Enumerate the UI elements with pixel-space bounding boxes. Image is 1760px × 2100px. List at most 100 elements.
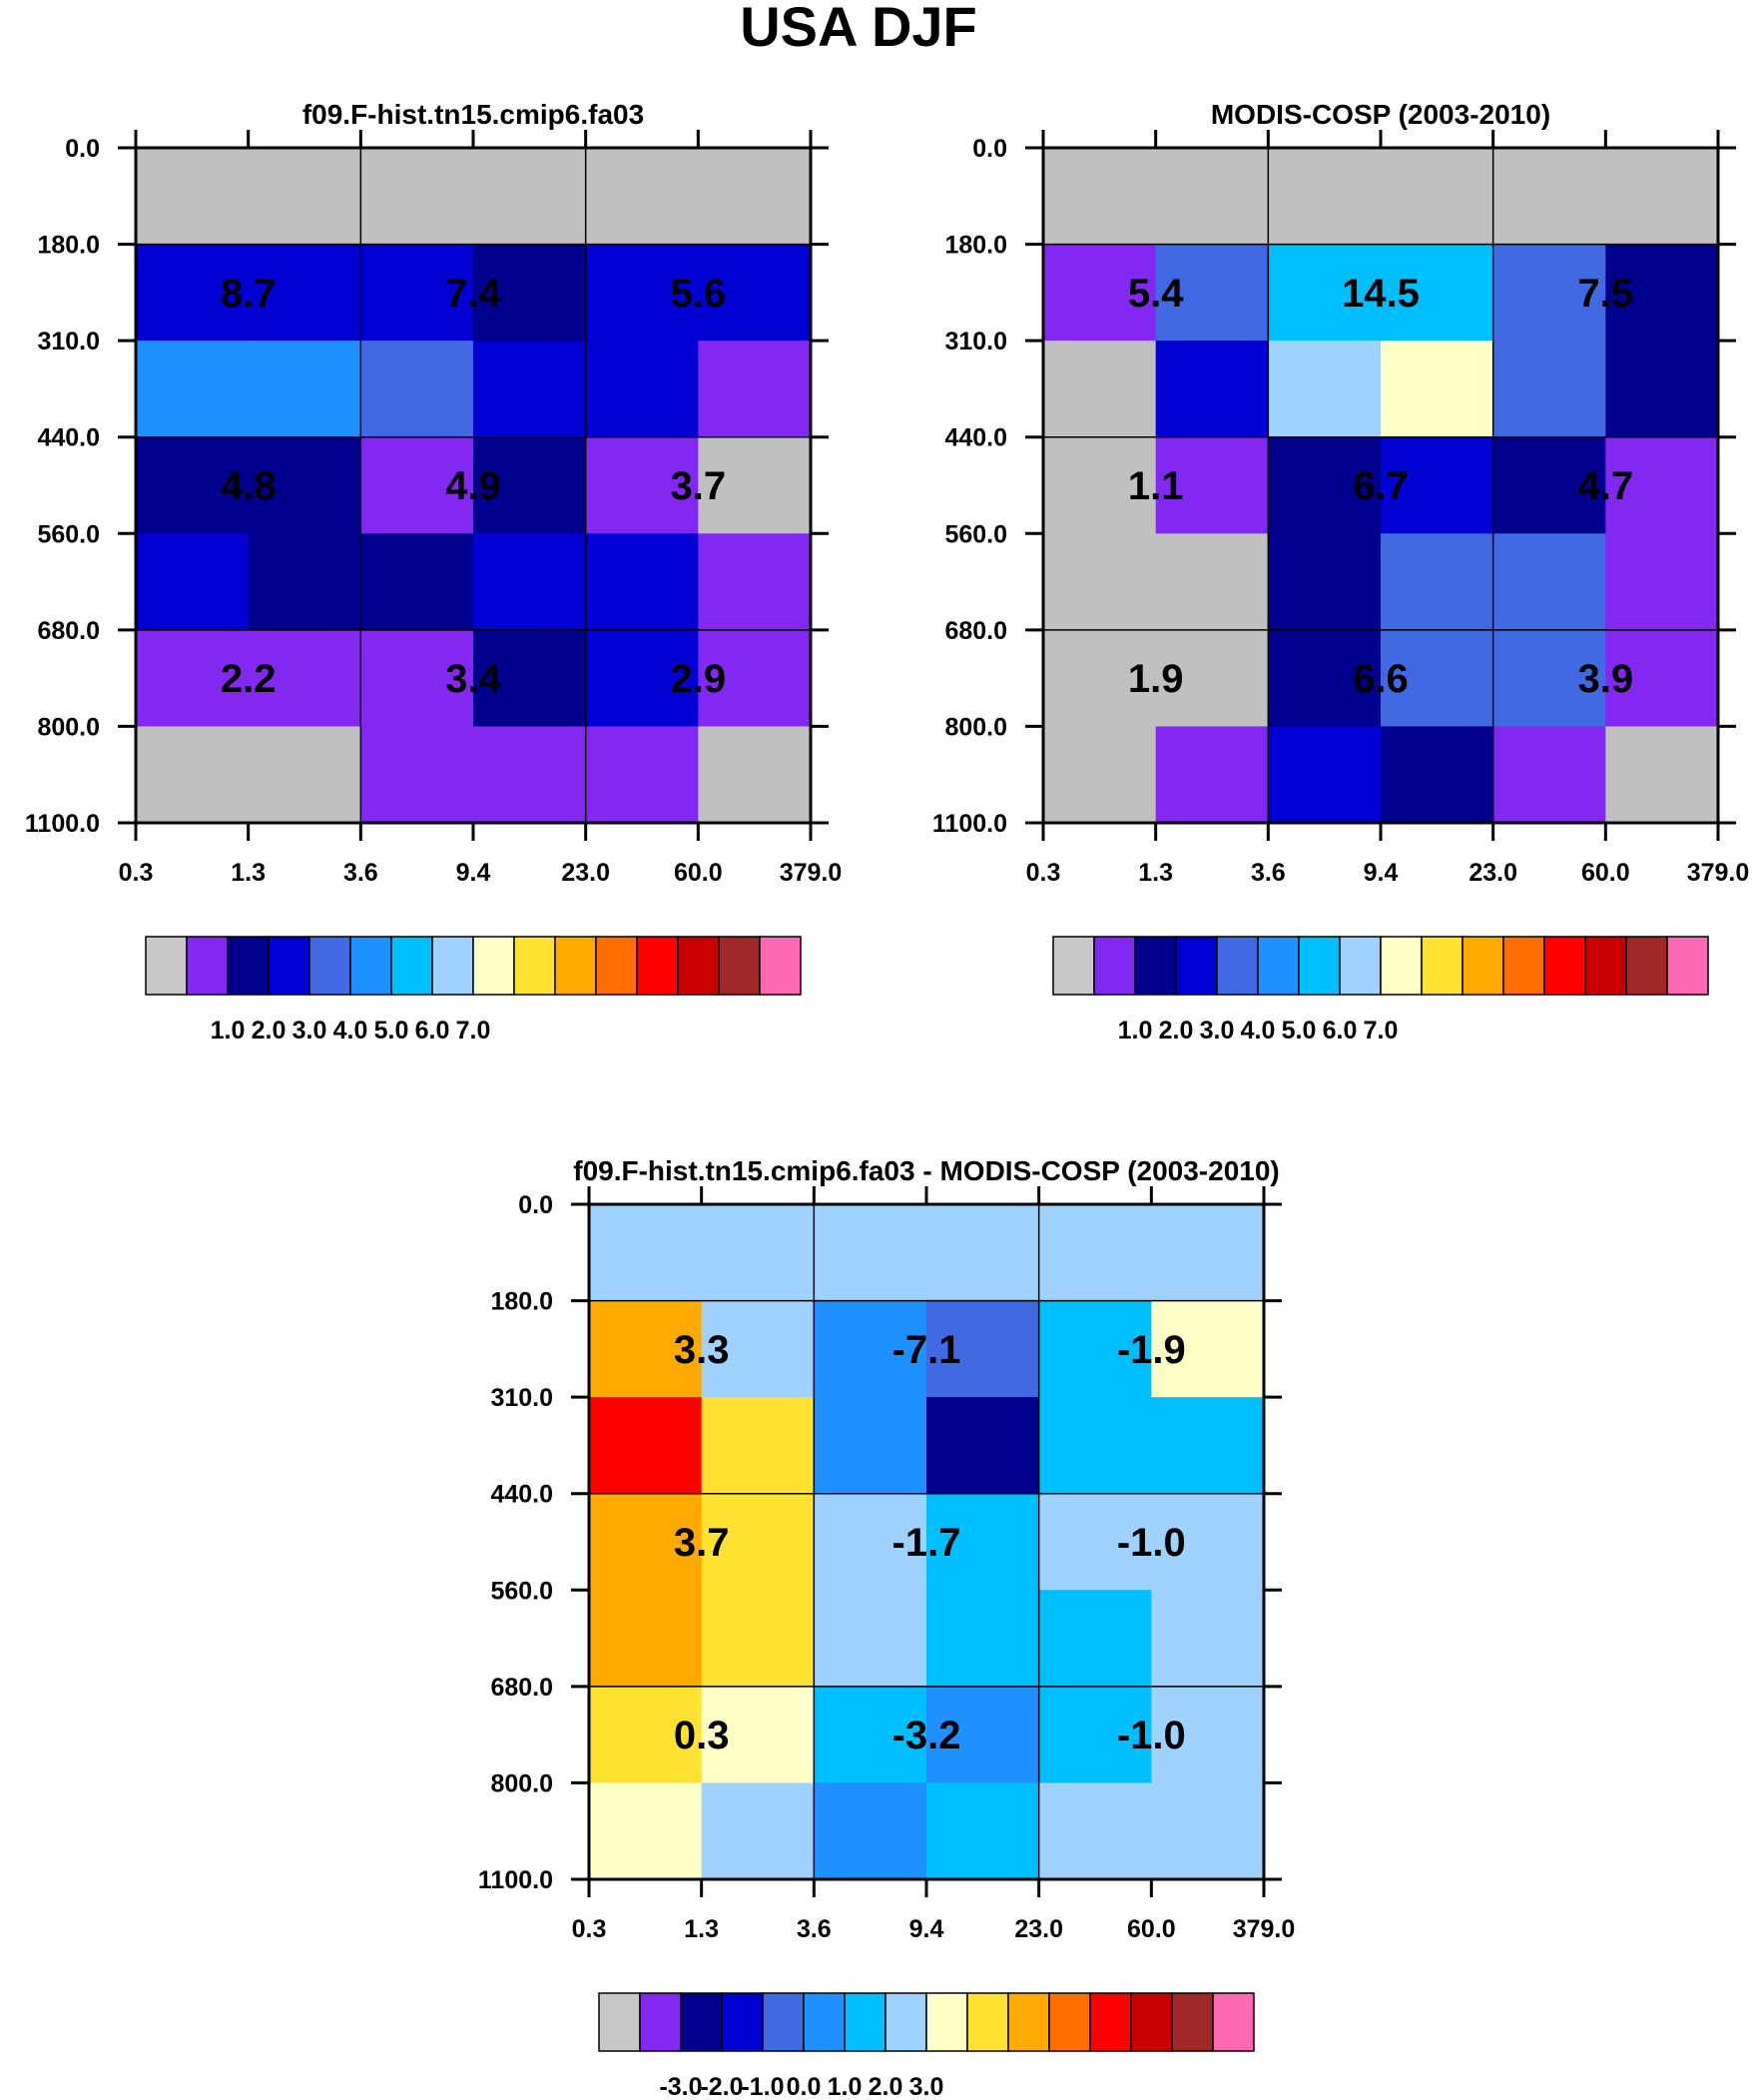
chart-2-xtick-label: 9.4 [909, 1915, 944, 1943]
chart-1-colorbar-swatch [1666, 936, 1709, 996]
chart-2-cell [701, 1300, 815, 1398]
chart-0-cell [585, 726, 699, 824]
chart-0-cell [360, 148, 474, 246]
chart-2-value-label: -1.7 [892, 1521, 961, 1565]
chart-1-colorbar-swatch [1093, 936, 1136, 996]
chart-2-cell [814, 1397, 927, 1495]
chart-1-cell [1043, 341, 1157, 438]
chart-0-ytick-label: 680.0 [37, 617, 100, 645]
chart-0-colorbar-swatch [677, 936, 720, 996]
chart-1-xtick-label: 3.6 [1251, 859, 1286, 887]
chart-0-cell [136, 533, 250, 631]
chart-0-colorbar-swatch [308, 936, 351, 996]
chart-0-xtick-label: 9.4 [456, 859, 491, 887]
chart-2-value-label: -1.9 [1117, 1328, 1186, 1372]
chart-1-cell [1155, 726, 1269, 824]
chart-0-value-label: 3.4 [445, 657, 501, 701]
chart-0-cell [136, 726, 250, 824]
chart-1-cell [1155, 341, 1269, 438]
chart-2-cell [926, 1782, 1040, 1880]
chart-0-cell [248, 341, 361, 438]
chart-0-cell [585, 533, 699, 631]
chart-2-value-label: 0.3 [674, 1714, 730, 1757]
chart-2-cell [589, 1493, 703, 1591]
chart-2-xtick-label: 3.6 [797, 1915, 832, 1943]
chart-2-cell [1038, 1397, 1152, 1495]
chart-2-xtick-label: 60.0 [1127, 1915, 1176, 1943]
chart-2-colorbar-label: 1.0 [828, 2073, 863, 2100]
chart-1-cell [1268, 148, 1382, 246]
chart-2-cell [701, 1397, 815, 1495]
chart-1-cell [1605, 148, 1719, 246]
chart-1-cell [1492, 436, 1606, 534]
chart-0-xtick-label: 1.3 [231, 859, 266, 887]
chart-1-cell [1492, 629, 1606, 728]
chart-1-ytick-label: 0.0 [972, 135, 1007, 163]
chart-0-colorbar-label: 4.0 [333, 1017, 368, 1045]
chart-0-value-label: 3.7 [671, 464, 727, 508]
chart-2-cell [1038, 1493, 1152, 1591]
chart-2-colorbar-swatch [639, 1992, 682, 2052]
chart-2-xtick-label: 1.3 [684, 1915, 719, 1943]
chart-1-cell [1268, 244, 1382, 342]
chart-1-cell [1605, 533, 1719, 631]
chart-1-cell [1268, 726, 1382, 824]
chart-2-cell [926, 1493, 1040, 1591]
chart-2-value-label: 3.3 [674, 1328, 730, 1372]
chart-1-cell [1155, 244, 1269, 342]
chart-1-colorbar-swatch [1052, 936, 1095, 996]
chart-1-cell [1605, 629, 1719, 728]
chart-0-colorbar-label: 3.0 [293, 1017, 327, 1045]
chart-2-cell [589, 1686, 703, 1784]
chart-0-xtick-label: 3.6 [343, 859, 378, 887]
chart-2-ytick-label: 800.0 [490, 1769, 553, 1797]
chart-1-ytick-label: 1100.0 [932, 810, 1007, 838]
chart-0-cell [473, 533, 587, 631]
chart-0-colorbar-label: 2.0 [252, 1017, 287, 1045]
chart-1-cell [1605, 341, 1719, 438]
chart-1-cell [1381, 436, 1494, 534]
chart-2-title: f09.F-hist.tn15.cmip6.fa03 - MODIS-COSP … [573, 1155, 1280, 1186]
chart-2-cell [1038, 1686, 1152, 1784]
chart-1-colorbar-label: 3.0 [1200, 1017, 1235, 1045]
chart-0-cell [360, 244, 474, 342]
chart-0-value-label: 7.4 [445, 272, 501, 316]
chart-0-cell [585, 629, 699, 728]
chart-2-cell [926, 1686, 1040, 1784]
chart-1-colorbar-label: 7.0 [1364, 1017, 1399, 1045]
chart-1-ytick-label: 180.0 [944, 232, 1007, 260]
chart-0-colorbar-swatch [759, 936, 802, 996]
chart-1-xtick-label: 23.0 [1468, 859, 1517, 887]
chart-2-colorbar-swatch [925, 1992, 968, 2052]
chart-1-cell [1043, 436, 1157, 534]
chart-0-ytick-label: 180.0 [37, 232, 100, 260]
chart-1-cell [1043, 533, 1157, 631]
chart-0-title: f09.F-hist.tn15.cmip6.fa03 [302, 99, 644, 130]
chart-0-cell [248, 148, 361, 246]
chart-1-xtick-label: 0.3 [1026, 859, 1061, 887]
chart-0-cell [585, 341, 699, 438]
chart-1-cell [1605, 244, 1719, 342]
chart-0-value-label: 2.2 [221, 657, 277, 701]
chart-2-cell [1038, 1300, 1152, 1398]
chart-2-colorbar-swatch [884, 1992, 927, 2052]
chart-2-cell [1038, 1204, 1152, 1302]
chart-2-ytick-label: 180.0 [490, 1288, 553, 1316]
chart-0-cell [473, 341, 587, 438]
chart-2-value-label: 3.7 [674, 1521, 730, 1565]
chart-2-value-label: -1.0 [1117, 1521, 1186, 1565]
chart-2-colorbar-swatch [1130, 1992, 1173, 2052]
chart-2-colorbar-swatch [1007, 1992, 1050, 2052]
chart-2-cell [814, 1300, 927, 1398]
chart-2-cell [814, 1493, 927, 1591]
chart-0-cell [473, 726, 587, 824]
chart-0-colorbar-swatch [472, 936, 515, 996]
chart-1-colorbar-label: 6.0 [1323, 1017, 1358, 1045]
chart-1-colorbar-swatch [1175, 936, 1218, 996]
chart-1-cell [1492, 533, 1606, 631]
chart-0-colorbar-swatch [349, 936, 392, 996]
chart-2-colorbar-swatch [803, 1992, 846, 2052]
chart-1-value-label: 3.9 [1578, 657, 1634, 701]
chart-0-xtick-label: 379.0 [780, 859, 843, 887]
chart-2-cell [701, 1590, 815, 1688]
